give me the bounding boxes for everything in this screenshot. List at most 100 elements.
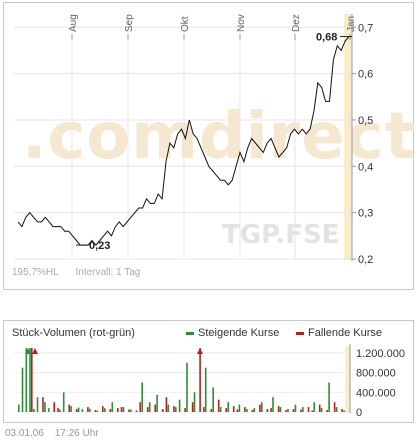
volume-bar-rising	[47, 408, 50, 412]
overflow-arrow-icon	[25, 348, 31, 354]
volume-bar-falling	[259, 404, 261, 412]
volume-bar-rising	[193, 392, 196, 412]
volume-bar-rising	[62, 392, 65, 412]
volume-bar-falling	[311, 410, 313, 412]
volume-bar-falling	[225, 408, 227, 412]
volume-bar-rising	[328, 382, 330, 412]
volume-bar-rising	[59, 409, 61, 412]
volume-bar-rising	[104, 408, 106, 412]
range-label: 195,7%HL	[12, 267, 59, 278]
legend-falling-swatch	[296, 331, 304, 335]
volume-bar-falling	[68, 404, 70, 412]
volume-bar-falling	[341, 409, 343, 412]
volume-bar-falling	[161, 409, 164, 412]
y-tick-label: 800.000	[356, 368, 396, 380]
volume-bar-rising	[111, 402, 114, 412]
volume-bar-falling	[154, 404, 156, 412]
volume-bar-falling	[217, 399, 220, 412]
volume-bar-falling	[128, 409, 130, 412]
volume-bar-falling	[31, 348, 33, 412]
volume-bar-rising	[178, 399, 181, 412]
volume-bar-rising	[186, 362, 188, 412]
volume-bar-falling	[232, 406, 235, 412]
footer-date: 03.01.06	[5, 428, 44, 439]
volume-bar-falling	[210, 409, 213, 412]
volume-bar-rising	[313, 402, 315, 412]
interval-label: Intervall: 1 Tag	[75, 267, 141, 278]
y-tick-label: 0,5	[358, 115, 373, 127]
x-tick-label: Aug	[68, 14, 79, 32]
volume-bar-rising	[141, 382, 143, 412]
legend-rising-label: Steigende Kurse	[198, 327, 280, 339]
volume-bar-rising	[36, 397, 39, 412]
volume-bar-falling	[109, 409, 112, 412]
volume-bar-falling	[236, 409, 239, 412]
jan-highlight	[345, 346, 350, 413]
volume-bar-falling	[57, 408, 59, 412]
volume-bar-rising	[212, 387, 214, 412]
volume-bar-falling	[333, 402, 336, 412]
volume-bar-rising	[343, 410, 345, 412]
volume-bar-falling	[42, 397, 44, 412]
volume-bar-rising	[44, 402, 46, 412]
x-tick-label: Dez	[291, 14, 302, 32]
y-tick-label: 0	[356, 407, 362, 419]
volume-bar-rising	[175, 407, 177, 412]
volume-bar-falling	[203, 407, 205, 412]
volume-bar-falling	[318, 404, 321, 412]
volume-bar-falling	[184, 408, 186, 412]
volume-bar-falling	[307, 407, 310, 412]
volume-bar-falling	[146, 407, 149, 412]
volume-bar-rising	[279, 407, 282, 412]
y-tick-label: 0,4	[358, 161, 373, 173]
jan-highlight	[344, 14, 352, 260]
price-line	[17, 36, 350, 246]
volume-bar-rising	[227, 402, 229, 412]
volume-bar-falling	[87, 407, 89, 412]
volume-title: Stück-Volumen (rot-grün)	[12, 327, 135, 339]
volume-bar-rising	[272, 397, 274, 412]
legend-falling: Fallende Kurse	[296, 327, 382, 339]
volume-bar-falling	[165, 397, 168, 412]
volume-bar-rising	[294, 404, 297, 412]
volume-bar-falling	[326, 410, 328, 412]
volume-bar-rising	[320, 408, 323, 412]
volume-bar-falling	[94, 410, 97, 412]
volume-bar-falling	[285, 410, 287, 412]
volume-bar-rising	[70, 406, 72, 412]
y-tick-label: 400.000	[356, 387, 396, 399]
volume-bar-rising	[167, 404, 170, 412]
volume-bar-rising	[253, 408, 256, 412]
y-tick-label: 0,6	[358, 69, 373, 81]
volume-bar-falling	[292, 409, 295, 412]
volume-bar-rising	[156, 394, 158, 412]
volume-bar-falling	[53, 402, 55, 412]
overflow-arrow-icon	[32, 348, 38, 354]
footer-time: 17:26 Uhr	[54, 428, 99, 439]
volume-bar-rising	[25, 348, 28, 412]
volume-bar-falling	[199, 348, 201, 412]
x-tick-label: Okt	[180, 16, 191, 32]
legend-rising: Steigende Kurse	[186, 327, 279, 339]
volume-bar-rising	[219, 407, 222, 412]
volume-bar-falling	[300, 409, 302, 412]
x-tick-label: Nov	[236, 14, 247, 32]
volume-bar-falling	[270, 408, 272, 412]
volume-bar-rising	[261, 402, 263, 412]
volume-bar-rising	[148, 402, 151, 412]
price-subinfo: 195,7%HL Intervall: 1 Tag	[12, 267, 154, 278]
x-tick-label: Sep	[124, 14, 135, 32]
volume-bar-rising	[77, 407, 80, 412]
y-tick-label: 0,7	[358, 22, 373, 34]
volume-bar-falling	[251, 410, 254, 412]
volume-bar-rising	[89, 408, 91, 412]
volume-bar-rising	[81, 409, 84, 412]
volume-bar-rising	[287, 409, 289, 412]
footer: 03.01.06 17:26 Uhr	[5, 428, 107, 439]
volume-bar-falling	[139, 402, 141, 412]
volume-bar-rising	[238, 404, 241, 412]
volume-bar-falling	[173, 406, 175, 412]
volume-bar-falling	[244, 407, 246, 412]
legend-rising-swatch	[186, 331, 194, 335]
